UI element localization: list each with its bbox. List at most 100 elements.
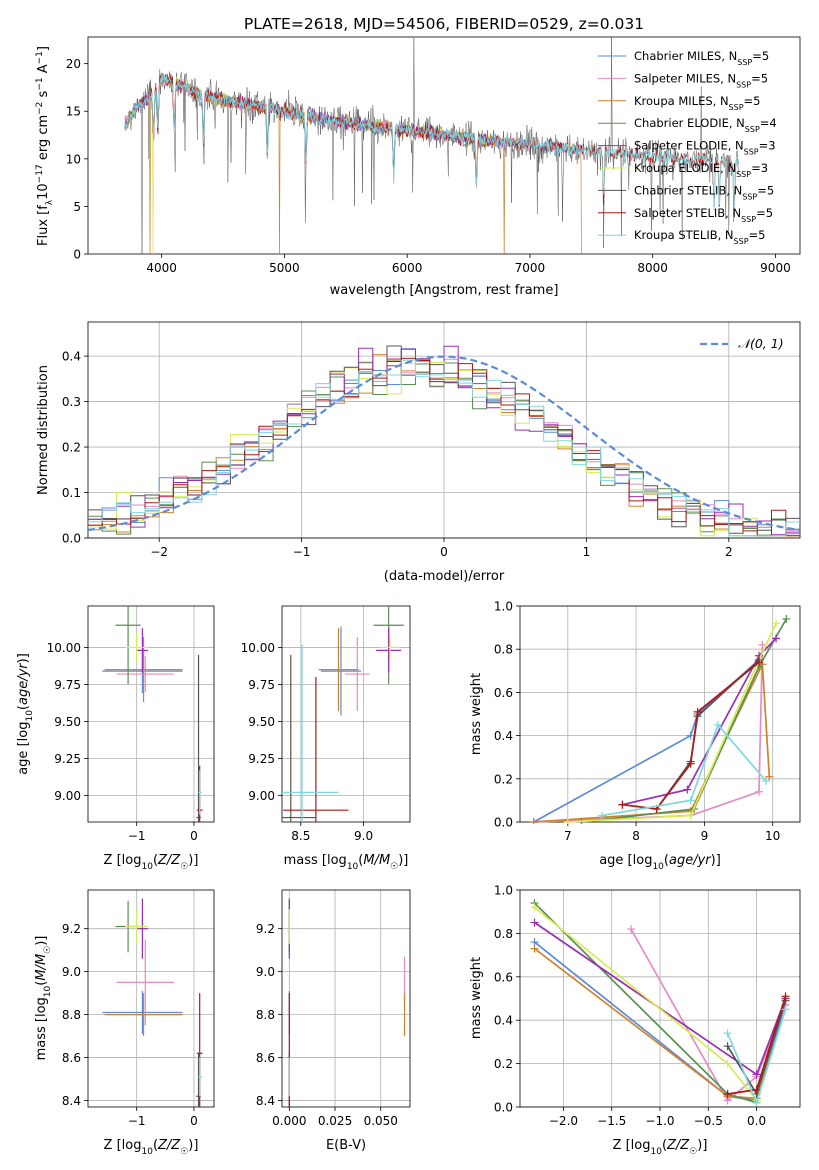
legend-label: Chabrier ELODIE, NSSP=4	[634, 116, 777, 134]
ylabel-part: λ	[45, 199, 55, 205]
label-part: Z/Z	[157, 853, 181, 868]
x-tick-label: 0	[190, 1114, 198, 1128]
spectrum-axes: 4000 5000 6000 7000 8000 9000 0 5 10 15 20	[66, 36, 801, 275]
x-tick-label: 1	[583, 545, 591, 559]
y-tick-label: 9.25	[248, 752, 275, 766]
x-tick-label: 10	[765, 829, 780, 843]
y-tick-label: 0.0	[494, 816, 513, 830]
legend-suffix: =3	[759, 139, 776, 153]
y-tick-label: 0.2	[494, 1057, 513, 1071]
mwAge-xlabel: age [log10(age/yr)]	[599, 853, 721, 872]
label-part: (	[16, 705, 31, 710]
x-tick-label: −1	[128, 829, 146, 843]
ageMass-frame	[281, 605, 411, 823]
label-part: )]	[711, 853, 721, 868]
massEBV-axes: 0.000 0.025 0.050 8.4 8.6 8.8 9.0 9.2	[256, 889, 411, 1128]
label-part: ☉	[180, 862, 188, 872]
x-tick-label: 0.025	[318, 1114, 352, 1128]
y-tick-label: 9.75	[248, 678, 275, 692]
spectrum-line-kroupa-miles	[124, 76, 582, 254]
label-part: 10	[650, 1147, 662, 1157]
massEBV-xlabel: E(B-V)	[326, 1138, 366, 1153]
ageZ-frame	[87, 605, 215, 823]
label-part: 10	[141, 862, 153, 872]
y-tick-label: 9.00	[248, 789, 275, 803]
y-tick-label: 9.2	[62, 922, 81, 936]
mwAge-ylabel: mass weight	[469, 673, 484, 755]
x-tick-label: −0.5	[694, 1114, 723, 1128]
label-part: (	[34, 981, 49, 986]
series-line	[601, 723, 767, 817]
x-tick-label: 0	[190, 829, 198, 843]
hist-salpeter-stelib	[88, 357, 800, 537]
label-part: ☉	[43, 946, 53, 954]
x-tick-label: 4000	[146, 261, 177, 275]
x-tick-label: −2.0	[549, 1114, 578, 1128]
y-tick-label: 9.00	[54, 789, 81, 803]
x-tick-label: 8.5	[291, 829, 310, 843]
normal-curve	[88, 355, 800, 532]
hist-kroupa-elodie	[88, 362, 800, 537]
label-part: Z [log	[104, 1138, 142, 1153]
mwZ-xlabel: Z [log10(Z/Z☉)]	[613, 1138, 708, 1157]
mwZ-ylabel: mass weight	[469, 957, 484, 1039]
mwAge-frame	[519, 605, 801, 823]
spectrum-lines	[124, 37, 739, 254]
label-part: )]	[188, 853, 198, 868]
label-part: Z/Z	[666, 1138, 690, 1153]
y-tick-label: 8.8	[62, 1008, 81, 1022]
ageZ-ylabel: age [log10(age/yr)]	[16, 653, 35, 775]
y-tick-label: 9.50	[54, 715, 81, 729]
ageMass-axes: 8.5 9.0 9.00 9.25 9.50 9.75 10.00	[241, 605, 411, 843]
spectrum-xlabel: wavelength [Angstrom, rest frame]	[330, 283, 559, 298]
label-part: Z [log	[104, 853, 142, 868]
histograms	[88, 345, 800, 537]
legend-suffix: =5	[756, 206, 773, 220]
series-line	[655, 659, 760, 810]
label-part: 10	[347, 862, 359, 872]
ylabel-part: A	[36, 64, 51, 77]
x-tick-label: −1	[293, 545, 311, 559]
legend-suffix: =3	[751, 161, 768, 175]
legend-sub: SSP	[736, 80, 751, 89]
legend-label: Chabrier STELIB, NSSP=5	[634, 183, 774, 201]
label-part: )]	[398, 853, 408, 868]
label-part: (	[153, 1138, 158, 1153]
legend-label: Kroupa STELIB, NSSP=5	[634, 228, 765, 246]
y-tick-label: 8.4	[62, 1094, 81, 1108]
legend-suffix: =5	[751, 71, 768, 85]
x-tick-label: 8000	[637, 261, 668, 275]
x-tick-label: 6000	[392, 261, 423, 275]
ylabel-part: s	[36, 90, 51, 101]
legend-suffix: =4	[760, 116, 777, 130]
x-tick-label: 0.050	[364, 1114, 398, 1128]
ylabel-part: −17	[35, 164, 45, 183]
y-tick-label: 0.3	[62, 395, 81, 409]
y-tick-label: 9.50	[248, 715, 275, 729]
legend-sub: SSP	[744, 147, 759, 156]
massZ-ylabel: mass [log10(M/M☉)]	[34, 936, 53, 1061]
label-part: ☉	[390, 862, 398, 872]
label-part: 10	[43, 985, 53, 997]
x-tick-label: 5000	[269, 261, 300, 275]
y-tick-label: 0.0	[494, 1101, 513, 1115]
legend-label: Salpeter STELIB, NSSP=5	[634, 206, 773, 224]
y-tick-label: 8.6	[62, 1051, 81, 1065]
mwZ-frame	[519, 889, 801, 1108]
legend-sub: SSP	[742, 192, 757, 201]
label-part: mass [log	[34, 997, 49, 1060]
ylabel-part: 10	[36, 183, 51, 200]
y-tick-label: 9.25	[54, 752, 81, 766]
y-tick-label: 20	[66, 57, 81, 71]
label-part: Z [log	[613, 1138, 651, 1153]
label-part: )]	[16, 653, 31, 663]
ageZ-errorbars	[102, 606, 203, 822]
hist-chabrier-stelib	[88, 345, 800, 534]
x-tick-label: −1.5	[597, 1114, 626, 1128]
legend-sub: SSP	[737, 58, 752, 67]
legend-suffix: =5	[744, 94, 761, 108]
spectrum-title: PLATE=2618, MJD=54506, FIBERID=0529, z=0…	[244, 15, 644, 33]
label-part: age [log	[599, 853, 652, 868]
legend-label: Salpeter ELODIE, NSSP=3	[634, 139, 776, 157]
